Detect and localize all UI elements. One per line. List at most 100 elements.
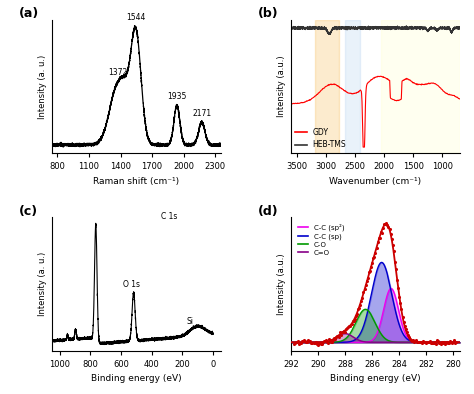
Point xyxy=(331,335,339,342)
Point xyxy=(378,230,386,236)
Text: O 1s: O 1s xyxy=(123,280,140,289)
Point xyxy=(329,336,337,343)
Point xyxy=(315,340,323,346)
Point xyxy=(387,231,394,238)
Point xyxy=(404,332,412,338)
Point xyxy=(427,340,435,346)
Point xyxy=(430,340,438,346)
Y-axis label: Intensity (a.u.): Intensity (a.u.) xyxy=(277,253,286,315)
Point xyxy=(326,337,334,344)
Point xyxy=(375,235,383,242)
Point xyxy=(376,235,383,242)
Point xyxy=(442,340,450,346)
Text: (c): (c) xyxy=(18,204,37,217)
Point xyxy=(292,340,299,346)
Point xyxy=(429,340,437,346)
Point xyxy=(403,329,410,335)
Point xyxy=(309,340,316,346)
Point xyxy=(334,333,341,339)
Point xyxy=(342,326,350,333)
Legend: C-C (sp²), C-C (sp), C-O, C=O: C-C (sp²), C-C (sp), C-O, C=O xyxy=(295,221,347,258)
Point xyxy=(401,323,409,329)
Point xyxy=(371,254,378,260)
Point xyxy=(437,341,444,347)
Point xyxy=(432,341,440,347)
Point xyxy=(388,236,395,242)
Point xyxy=(369,255,377,261)
Point xyxy=(319,339,327,346)
Bar xyxy=(345,20,360,153)
Point xyxy=(301,338,309,344)
Point xyxy=(340,327,348,334)
Bar xyxy=(315,20,339,153)
Point xyxy=(449,339,456,346)
Text: (b): (b) xyxy=(258,7,278,20)
Point xyxy=(434,337,441,344)
Point xyxy=(397,300,404,307)
Point xyxy=(296,341,303,347)
Point xyxy=(419,338,427,345)
Point xyxy=(386,225,393,232)
Point xyxy=(399,314,406,320)
Point xyxy=(305,337,313,344)
Point xyxy=(348,321,356,327)
Text: (a): (a) xyxy=(18,7,39,20)
Point xyxy=(322,337,329,344)
Point xyxy=(361,285,368,292)
Point xyxy=(327,338,335,345)
Point xyxy=(338,329,346,335)
Point xyxy=(447,338,454,344)
Y-axis label: Intensity (a.u.): Intensity (a.u.) xyxy=(277,56,286,117)
Point xyxy=(438,338,446,345)
Point xyxy=(364,275,372,281)
Point xyxy=(346,323,353,329)
Point xyxy=(345,324,352,330)
Point xyxy=(382,221,389,227)
Point xyxy=(418,340,426,346)
Point xyxy=(365,269,373,275)
Point xyxy=(436,340,443,346)
Point xyxy=(391,259,399,265)
Point xyxy=(299,338,307,344)
Text: (d): (d) xyxy=(258,204,278,217)
Point xyxy=(337,331,345,338)
Point xyxy=(298,338,305,344)
Point xyxy=(356,301,364,308)
Point xyxy=(443,339,451,345)
Point xyxy=(292,339,300,346)
Point xyxy=(368,260,376,266)
Point xyxy=(379,225,387,231)
Point xyxy=(409,338,416,344)
Point xyxy=(302,338,310,345)
Point xyxy=(393,277,401,283)
Legend: GDY, HEB-TMS: GDY, HEB-TMS xyxy=(295,128,346,149)
Point xyxy=(394,285,402,292)
Point xyxy=(383,220,390,227)
Point xyxy=(357,297,365,304)
Point xyxy=(366,268,374,274)
Point xyxy=(318,341,325,347)
Point xyxy=(314,342,322,348)
Point xyxy=(412,337,419,344)
Point xyxy=(339,328,346,335)
Point xyxy=(435,338,442,344)
Point xyxy=(385,223,392,230)
Point xyxy=(413,338,420,345)
Point xyxy=(451,340,458,346)
Point xyxy=(405,334,413,340)
Point xyxy=(380,221,388,227)
Point xyxy=(328,339,336,346)
Point xyxy=(356,305,363,311)
Point xyxy=(344,325,351,331)
Point xyxy=(363,278,371,284)
Point xyxy=(420,339,428,346)
Point xyxy=(313,341,320,347)
Point xyxy=(440,339,447,346)
Text: 1544: 1544 xyxy=(126,13,146,22)
Point xyxy=(367,264,375,271)
Point xyxy=(383,222,391,229)
Point xyxy=(297,340,304,346)
Point xyxy=(441,340,449,347)
Point xyxy=(416,339,424,346)
Point xyxy=(351,316,359,322)
